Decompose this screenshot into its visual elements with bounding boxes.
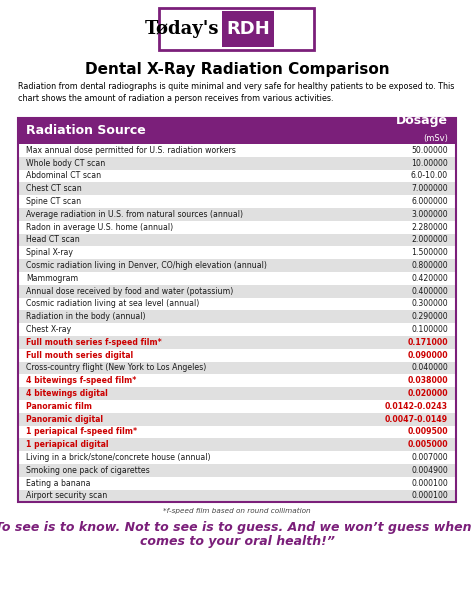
Text: 0.420000: 0.420000 (411, 274, 448, 283)
Text: Cross-country flight (New York to Los Angeles): Cross-country flight (New York to Los An… (26, 364, 206, 373)
Bar (18, 464, 456, 477)
Bar (18, 246, 456, 259)
Bar (18, 183, 456, 195)
Bar (18, 195, 456, 208)
Text: Living in a brick/stone/concrete house (annual): Living in a brick/stone/concrete house (… (26, 453, 210, 462)
Text: 2.280000: 2.280000 (411, 223, 448, 232)
Text: 0.800000: 0.800000 (411, 261, 448, 270)
Text: 0.090000: 0.090000 (407, 351, 448, 360)
Text: 4 bitewings f-speed film*: 4 bitewings f-speed film* (26, 376, 137, 386)
Bar (18, 362, 456, 375)
Text: 0.000100: 0.000100 (411, 492, 448, 500)
Text: Whole body CT scan: Whole body CT scan (26, 159, 105, 168)
Bar (18, 118, 456, 503)
Text: Full mouth series digital: Full mouth series digital (26, 351, 133, 360)
Text: 1.500000: 1.500000 (411, 248, 448, 257)
Text: 0.0047-0.0149: 0.0047-0.0149 (385, 415, 448, 424)
Text: 50.00000: 50.00000 (411, 146, 448, 155)
Text: (mSv): (mSv) (423, 134, 448, 143)
Text: Cosmic radiation living in Denver, CO/high elevation (annual): Cosmic radiation living in Denver, CO/hi… (26, 261, 267, 270)
Bar (18, 118, 456, 144)
Bar (18, 157, 456, 170)
Text: 0.009500: 0.009500 (407, 427, 448, 436)
Bar (18, 477, 456, 490)
Text: 0.0142-0.0243: 0.0142-0.0243 (385, 402, 448, 411)
Text: Radon in average U.S. home (annual): Radon in average U.S. home (annual) (26, 223, 173, 232)
Text: 0.038000: 0.038000 (407, 376, 448, 386)
Text: 0.005000: 0.005000 (407, 440, 448, 449)
Bar (18, 438, 456, 451)
Bar (222, 11, 274, 47)
Text: Dental X-Ray Radiation Comparison: Dental X-Ray Radiation Comparison (85, 62, 389, 77)
Bar (159, 8, 315, 50)
Bar (18, 234, 456, 246)
Bar (18, 221, 456, 234)
Text: Tøday's: Tøday's (145, 20, 219, 38)
Text: Abdominal CT scan: Abdominal CT scan (26, 172, 101, 180)
Text: Dosage: Dosage (396, 114, 448, 127)
Text: 3.000000: 3.000000 (411, 210, 448, 219)
Text: 0.004900: 0.004900 (411, 466, 448, 475)
Text: Mammogram: Mammogram (26, 274, 78, 283)
Bar (18, 400, 456, 413)
Text: 0.100000: 0.100000 (411, 325, 448, 334)
Bar (18, 170, 456, 183)
Text: Chest CT scan: Chest CT scan (26, 185, 82, 193)
Text: Smoking one pack of cigarettes: Smoking one pack of cigarettes (26, 466, 150, 475)
Bar (18, 490, 456, 503)
Text: 1 periapical digital: 1 periapical digital (26, 440, 109, 449)
Bar (18, 272, 456, 285)
Text: Chest X-ray: Chest X-ray (26, 325, 71, 334)
Text: Annual dose received by food and water (potassium): Annual dose received by food and water (… (26, 287, 233, 295)
Text: 2.000000: 2.000000 (411, 235, 448, 245)
Text: Radiation Source: Radiation Source (26, 124, 146, 137)
Text: 0.171000: 0.171000 (407, 338, 448, 347)
Text: 0.290000: 0.290000 (411, 312, 448, 321)
Text: *f-speed film based on round collimation: *f-speed film based on round collimation (163, 508, 311, 514)
Text: 0.400000: 0.400000 (411, 287, 448, 295)
Text: 0.040000: 0.040000 (411, 364, 448, 373)
Text: Panoramic film: Panoramic film (26, 402, 92, 411)
Text: Panoramic digital: Panoramic digital (26, 415, 103, 424)
Text: 4 bitewings digital: 4 bitewings digital (26, 389, 108, 398)
Text: 0.300000: 0.300000 (411, 300, 448, 308)
Text: 6.000000: 6.000000 (411, 197, 448, 206)
Bar (18, 413, 456, 425)
Text: Max annual dose permitted for U.S. radiation workers: Max annual dose permitted for U.S. radia… (26, 146, 236, 155)
Bar (18, 144, 456, 157)
Bar (18, 208, 456, 221)
Bar (18, 375, 456, 387)
Text: Airport security scan: Airport security scan (26, 492, 107, 500)
Text: Cosmic radiation living at sea level (annual): Cosmic radiation living at sea level (an… (26, 300, 199, 308)
Text: Spinal X-ray: Spinal X-ray (26, 248, 73, 257)
Text: 0.000100: 0.000100 (411, 479, 448, 488)
Bar (18, 323, 456, 336)
Text: Eating a banana: Eating a banana (26, 479, 91, 488)
Text: 10.00000: 10.00000 (411, 159, 448, 168)
Bar (18, 387, 456, 400)
Bar (18, 451, 456, 464)
Text: Spine CT scan: Spine CT scan (26, 197, 81, 206)
Text: comes to your oral health!”: comes to your oral health!” (139, 535, 335, 549)
Text: 7.000000: 7.000000 (411, 185, 448, 193)
Bar (18, 285, 456, 297)
Text: 0.020000: 0.020000 (407, 389, 448, 398)
Text: Full mouth series f-speed film*: Full mouth series f-speed film* (26, 338, 162, 347)
Text: “To see is to know. Not to see is to guess. And we won’t guess when it: “To see is to know. Not to see is to gue… (0, 522, 474, 535)
Text: 0.007000: 0.007000 (411, 453, 448, 462)
Bar (18, 310, 456, 323)
Text: RDH: RDH (226, 20, 270, 38)
Bar (18, 259, 456, 272)
Text: 1 periapical f-speed film*: 1 periapical f-speed film* (26, 427, 137, 436)
Text: Radiation in the body (annual): Radiation in the body (annual) (26, 312, 146, 321)
Bar (18, 336, 456, 349)
Text: Head CT scan: Head CT scan (26, 235, 80, 245)
Bar (18, 297, 456, 310)
Bar (18, 349, 456, 362)
Bar (18, 425, 456, 438)
Text: Average radiation in U.S. from natural sources (annual): Average radiation in U.S. from natural s… (26, 210, 243, 219)
Text: 6.0-10.00: 6.0-10.00 (411, 172, 448, 180)
Text: Radiation from dental radiographs is quite minimal and very safe for healthy pat: Radiation from dental radiographs is qui… (18, 82, 455, 103)
